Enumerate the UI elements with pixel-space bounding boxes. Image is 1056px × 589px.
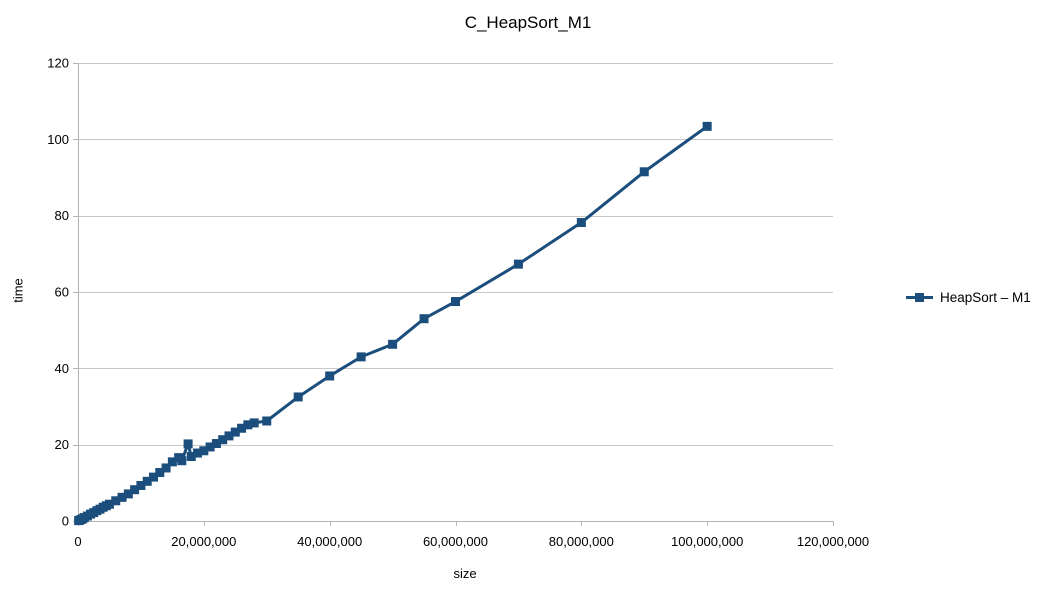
data-point-marker: [183, 439, 193, 449]
x-axis-title: size: [453, 566, 477, 581]
data-point-marker: [193, 448, 203, 458]
data-point-marker: [111, 496, 121, 506]
data-point-marker: [243, 420, 253, 430]
y-tick-label: 60: [55, 285, 69, 300]
data-point-marker: [205, 442, 215, 452]
data-point-marker: [356, 352, 366, 362]
data-point-marker: [325, 371, 335, 381]
x-tick-label: 100,000,000: [671, 534, 743, 549]
data-point-marker: [142, 476, 152, 486]
legend-label: HeapSort – M1: [940, 290, 1031, 305]
data-point-marker: [117, 492, 127, 502]
data-point-marker: [451, 297, 460, 307]
data-point-marker: [130, 485, 140, 495]
data-point-marker: [199, 446, 209, 456]
y-tick-label: 40: [55, 361, 69, 376]
data-point-marker: [388, 339, 398, 349]
x-tick-label: 20,000,000: [171, 534, 236, 549]
data-point-marker: [186, 451, 196, 461]
data-point-marker: [576, 218, 586, 228]
data-point-marker: [218, 435, 228, 445]
chart-title: C_HeapSort_M1: [464, 13, 592, 32]
data-point-marker: [702, 121, 712, 131]
data-point-marker: [293, 392, 303, 402]
y-tick-label: 80: [55, 208, 69, 223]
data-point-marker: [104, 499, 114, 509]
y-tick-label: 100: [47, 132, 69, 147]
data-point-marker: [249, 418, 259, 428]
legend-series-marker-icon: [906, 292, 933, 303]
data-point-marker: [224, 431, 234, 441]
legend: HeapSort – M1: [906, 290, 1031, 305]
data-point-marker: [167, 457, 177, 467]
data-point-marker: [211, 439, 221, 449]
data-point-marker: [123, 489, 133, 499]
x-tick-label: 0: [74, 534, 81, 549]
data-point-marker: [177, 456, 187, 466]
y-tick-label: 20: [55, 437, 69, 452]
y-tick-label: 0: [62, 514, 69, 529]
data-point-marker: [161, 463, 171, 473]
y-tick-label: 120: [47, 56, 69, 71]
data-point-marker: [136, 481, 146, 491]
data-point-marker: [155, 468, 165, 478]
data-point-marker: [237, 423, 247, 433]
data-point-marker: [419, 314, 429, 324]
data-point-marker: [230, 427, 240, 437]
data-point-marker: [639, 167, 649, 177]
x-tick-label: 80,000,000: [549, 534, 614, 549]
x-tick-label: 120,000,000: [797, 534, 869, 549]
data-point-marker: [149, 472, 158, 482]
x-tick-label: 40,000,000: [297, 534, 362, 549]
y-axis-title: time: [10, 278, 26, 303]
legend-square-icon: [915, 293, 924, 302]
x-tick-label: 60,000,000: [423, 534, 488, 549]
data-point-marker: [513, 259, 523, 269]
data-point-marker: [262, 416, 272, 426]
